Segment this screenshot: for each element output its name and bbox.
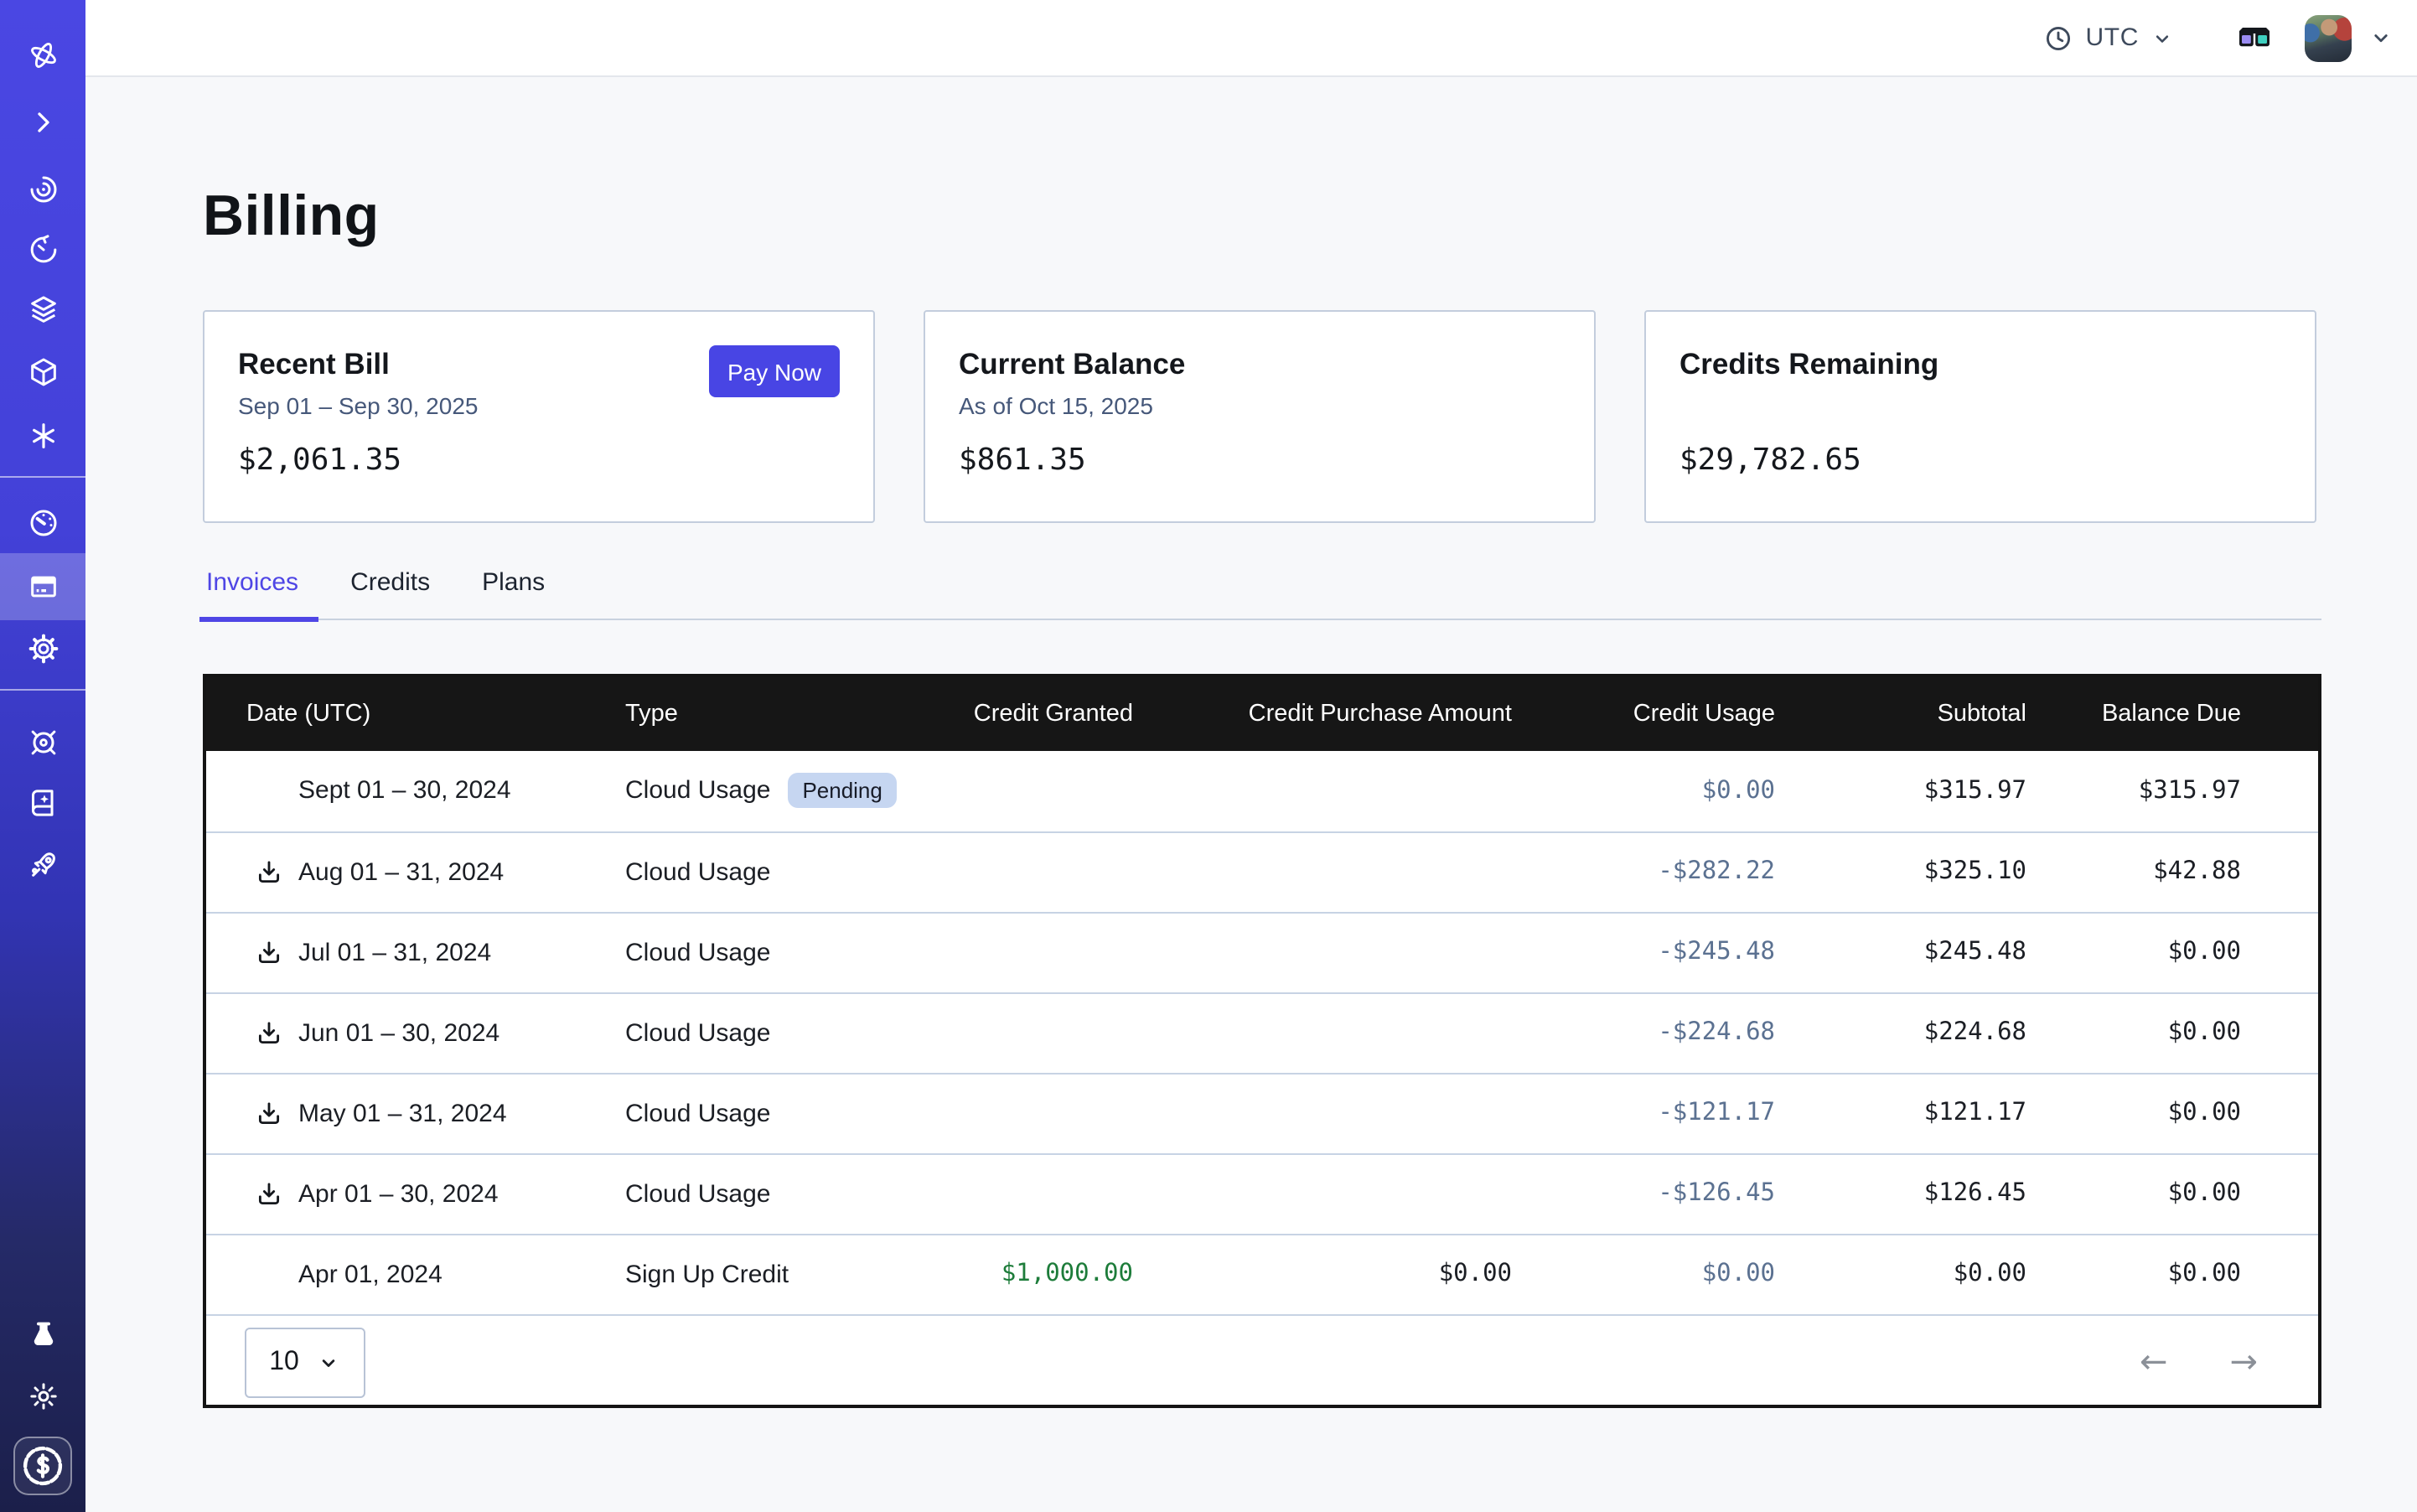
invoice-date: Apr 01 – 30, 2024: [298, 1179, 499, 1208]
card-subtitle: Sep 01 – Sep 30, 2025: [238, 392, 479, 419]
chevron-down-icon: [323, 1359, 336, 1366]
dollar-badge-icon: [23, 1446, 63, 1486]
download-invoice-icon[interactable]: [253, 1178, 283, 1209]
billing-card-icon: [30, 576, 55, 598]
invoice-type: Cloud Usage: [625, 1179, 771, 1208]
invoice-date: Sept 01 – 30, 2024: [298, 776, 511, 805]
card-subtitle: As of Oct 15, 2025: [959, 392, 1153, 419]
invoice-date: Jun 01 – 30, 2024: [298, 1018, 500, 1047]
download-invoice-icon[interactable]: [253, 1098, 283, 1128]
dollar-badge-button[interactable]: [13, 1437, 72, 1495]
prev-page-button[interactable]: ←: [2139, 1340, 2168, 1380]
table-header: Date (UTC) Type Credit Granted Credit Pu…: [206, 677, 2318, 751]
invoice-type: Cloud Usage: [625, 1018, 771, 1047]
collapse-chevron-icon[interactable]: [0, 91, 85, 154]
sidebar-item-billing[interactable]: [0, 553, 85, 620]
card-title: Current Balance: [959, 347, 1186, 381]
asterisk-icon[interactable]: [0, 404, 85, 468]
tab-credits[interactable]: Credits: [350, 568, 431, 597]
table-row: Jul 01 – 31, 2024 Cloud Usage -$245.48 $…: [206, 911, 2318, 992]
invoice-date: Apr 01, 2024: [298, 1260, 443, 1289]
tab-plans[interactable]: Plans: [482, 568, 546, 597]
card-amount: $29,782.65: [1679, 443, 1861, 478]
invoice-type: Cloud Usage: [625, 938, 771, 966]
invoice-type: Cloud Usage: [625, 1099, 771, 1127]
cube-icon[interactable]: [0, 340, 85, 404]
col-balance-due: Balance Due: [2026, 677, 2318, 751]
flask-icon[interactable]: [0, 1302, 85, 1366]
main-content: Billing Recent Bill Sep 01 – Sep 30, 202…: [85, 77, 2417, 1512]
user-avatar[interactable]: [2305, 14, 2352, 61]
next-page-button[interactable]: →: [2229, 1340, 2258, 1380]
table-row: Apr 01 – 30, 2024 Cloud Usage -$126.45 $…: [206, 1152, 2318, 1234]
table-row: Apr 01, 2024 Sign Up Credit $1,000.00 $0…: [206, 1233, 2318, 1314]
table-row: May 01 – 31, 2024 Cloud Usage -$121.17 $…: [206, 1072, 2318, 1153]
card-title: Recent Bill: [238, 347, 390, 381]
table-row: Aug 01 – 31, 2024 Cloud Usage -$282.22 $…: [206, 831, 2318, 912]
sidebar-divider: [0, 476, 85, 478]
download-invoice-icon[interactable]: [253, 937, 283, 967]
billing-tabs: Invoices Credits Plans: [199, 568, 2321, 622]
col-credit-purchase: Credit Purchase Amount: [1133, 677, 1512, 751]
sidebar: [0, 0, 85, 1512]
status-badge: Pending: [787, 773, 898, 809]
invoices-table: Date (UTC) Type Credit Granted Credit Pu…: [203, 674, 2321, 1408]
timezone-label: UTC: [2085, 23, 2139, 52]
invoice-type: Sign Up Credit: [625, 1260, 789, 1289]
layers-icon[interactable]: [0, 278, 85, 342]
chevron-down-icon: [2156, 34, 2169, 42]
tab-invoices[interactable]: Invoices: [199, 568, 319, 622]
invoice-type: Cloud Usage: [625, 857, 771, 886]
credits-remaining-card: Credits Remaining $29,782.65: [1644, 310, 2316, 523]
table-pagination: 10 ← →: [206, 1314, 2318, 1405]
history-clock-icon[interactable]: [0, 218, 85, 282]
invoice-date: Jul 01 – 31, 2024: [298, 938, 492, 966]
invoice-date: Aug 01 – 31, 2024: [298, 857, 505, 886]
helm-wheel-icon[interactable]: [0, 711, 85, 774]
invoice-date: May 01 – 31, 2024: [298, 1099, 507, 1127]
summary-cards: Recent Bill Sep 01 – Sep 30, 2025 $2,061…: [203, 310, 2316, 523]
sidebar-divider: [0, 689, 85, 691]
docs-book-icon[interactable]: [0, 771, 85, 835]
timezone-selector[interactable]: UTC: [2044, 23, 2174, 53]
col-credit-usage: Credit Usage: [1512, 677, 1775, 751]
recent-bill-card: Recent Bill Sep 01 – Sep 30, 2025 $2,061…: [203, 310, 875, 523]
pay-now-button[interactable]: Pay Now: [709, 345, 840, 397]
iris-icon[interactable]: [0, 158, 85, 221]
user-menu-chevron-icon[interactable]: [2368, 25, 2394, 50]
3d-glasses-icon[interactable]: [2234, 18, 2275, 58]
download-invoice-icon[interactable]: [253, 1017, 283, 1048]
page-size-value: 10: [269, 1347, 299, 1375]
card-title: Credits Remaining: [1679, 347, 1939, 381]
col-type: Type: [625, 677, 927, 751]
clock-icon: [2047, 25, 2071, 50]
current-balance-card: Current Balance As of Oct 15, 2025 $861.…: [924, 310, 1596, 523]
settings-gear-icon[interactable]: [0, 617, 85, 681]
col-credit-granted: Credit Granted: [927, 677, 1133, 751]
logo-orbit-icon[interactable]: [0, 23, 85, 87]
download-invoice-icon[interactable]: [253, 857, 283, 887]
invoice-type: Cloud Usage: [625, 776, 771, 805]
sun-icon[interactable]: [0, 1364, 85, 1428]
page-title: Billing: [203, 184, 380, 248]
col-date: Date (UTC): [206, 677, 625, 751]
table-row: Sept 01 – 30, 2024 Cloud Usage Pending $0…: [206, 751, 2318, 831]
gauge-icon[interactable]: [0, 491, 85, 555]
rocket-icon[interactable]: [0, 833, 85, 897]
topbar: UTC: [85, 0, 2417, 77]
page-size-select[interactable]: 10: [245, 1327, 365, 1397]
card-subtitle: [1679, 392, 2281, 421]
card-amount: $861.35: [959, 443, 1086, 478]
col-subtotal: Subtotal: [1775, 677, 2026, 751]
card-amount: $2,061.35: [238, 443, 402, 478]
table-row: Jun 01 – 30, 2024 Cloud Usage -$224.68 $…: [206, 992, 2318, 1073]
